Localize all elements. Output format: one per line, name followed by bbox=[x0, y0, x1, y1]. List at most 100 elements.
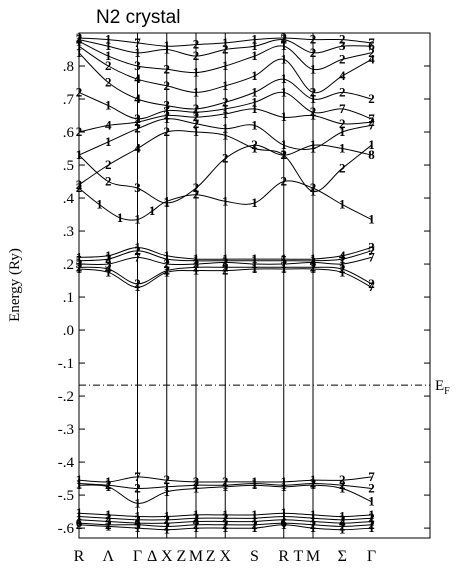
band-label: 1 bbox=[76, 147, 83, 162]
band-curve bbox=[78, 39, 372, 57]
band-label: 1 bbox=[251, 474, 258, 489]
y-axis-label: Energy (Ry) bbox=[7, 248, 23, 322]
band-label: 1 bbox=[193, 263, 200, 278]
band-label: 1 bbox=[310, 261, 317, 276]
band-label: 2 bbox=[193, 180, 200, 195]
band-label: 1 bbox=[149, 203, 156, 218]
band-label: 1 bbox=[164, 42, 171, 57]
band-label: 2 bbox=[164, 472, 171, 487]
band-label: 2 bbox=[76, 177, 83, 192]
band-label: 1 bbox=[368, 520, 375, 535]
band-label: 5 bbox=[281, 253, 288, 268]
band-label: 1 bbox=[193, 251, 200, 266]
band-label: 1 bbox=[251, 48, 258, 63]
band-curve bbox=[78, 266, 372, 285]
band-label: 1 bbox=[339, 256, 346, 271]
band-label: 1 bbox=[339, 141, 346, 156]
band-label: 4 bbox=[134, 91, 141, 106]
band-label: 4 bbox=[134, 515, 141, 530]
band-label: 1 bbox=[310, 520, 317, 535]
band-label: 1 bbox=[105, 38, 112, 53]
band-label: 2 bbox=[222, 517, 229, 532]
band-label: 2 bbox=[310, 259, 317, 274]
band-label: 1 bbox=[368, 211, 375, 226]
y-tick-label: -.6 bbox=[58, 521, 75, 537]
band-label: 1 bbox=[193, 104, 200, 119]
band-label: 2 bbox=[222, 42, 229, 57]
band-label: 1 bbox=[339, 522, 346, 537]
band-label: 7 bbox=[368, 117, 375, 132]
plot-frame bbox=[78, 32, 431, 539]
band-label: 1 bbox=[310, 507, 317, 522]
band-label: 1 bbox=[76, 477, 83, 492]
band-label: 1 bbox=[281, 256, 288, 271]
band-label: 1 bbox=[251, 38, 258, 53]
band-label: 1 bbox=[134, 495, 141, 510]
y-tick-label: .3 bbox=[63, 224, 74, 240]
kpoint-label: Z bbox=[206, 548, 216, 565]
band-label: 1 bbox=[193, 65, 200, 80]
band-label: 1 bbox=[281, 109, 288, 124]
y-tick-label: .7 bbox=[63, 92, 75, 108]
band-label: 1 bbox=[310, 513, 317, 528]
band-label: 1 bbox=[76, 476, 83, 491]
band-label: 7 bbox=[368, 243, 375, 258]
band-label: 1 bbox=[310, 477, 317, 492]
band-label: 1 bbox=[164, 111, 171, 126]
kpoint-label: T bbox=[293, 548, 303, 565]
band-label: 2 bbox=[281, 174, 288, 189]
band-label: 2 bbox=[193, 259, 200, 274]
band-label: 1 bbox=[134, 211, 141, 226]
band-label: 2 bbox=[105, 174, 112, 189]
kpoint-label: Z bbox=[176, 548, 186, 565]
band-label: 1 bbox=[251, 261, 258, 276]
band-label: 1 bbox=[164, 251, 171, 266]
band-label: 1 bbox=[339, 197, 346, 212]
band-label: 2 bbox=[193, 109, 200, 124]
band-label: 1 bbox=[222, 520, 229, 535]
band-label: 1 bbox=[96, 197, 103, 212]
band-curve bbox=[78, 524, 372, 531]
band-label: 1 bbox=[222, 58, 229, 73]
band-label: 1 bbox=[222, 479, 229, 494]
band-label: 7 bbox=[368, 249, 375, 264]
band-label: 1 bbox=[251, 94, 258, 109]
band-label: 1 bbox=[222, 513, 229, 528]
band-label: 2 bbox=[76, 32, 83, 47]
y-tick-label: -.3 bbox=[58, 422, 74, 438]
y-tick-label: .1 bbox=[63, 290, 74, 306]
band-label: 2 bbox=[193, 510, 200, 525]
band-curve bbox=[78, 118, 372, 156]
band-label: 1 bbox=[222, 507, 229, 522]
band-label: 1 bbox=[193, 124, 200, 139]
band-label: 1 bbox=[251, 256, 258, 271]
band-label: 2 bbox=[193, 116, 200, 131]
band-label: 2 bbox=[368, 510, 375, 525]
band-label: 1 bbox=[339, 124, 346, 139]
band-label: 2 bbox=[164, 256, 171, 271]
band-label: 1 bbox=[222, 106, 229, 121]
band-label: 2 bbox=[193, 474, 200, 489]
kpoint-label: M bbox=[306, 548, 320, 565]
band-label: 2 bbox=[339, 160, 346, 175]
fermi-level: EF bbox=[79, 378, 450, 397]
band-label: 2 bbox=[339, 51, 346, 66]
band-label: 2 bbox=[105, 517, 112, 532]
band-label: 7 bbox=[368, 35, 375, 50]
band-label: 5 bbox=[76, 253, 83, 268]
band-label: 2 bbox=[105, 251, 112, 266]
band-label: 2 bbox=[310, 32, 317, 47]
band-label: 2 bbox=[339, 477, 346, 492]
band-curve bbox=[78, 268, 372, 288]
band-label: 2 bbox=[310, 45, 317, 60]
band-label: 3 bbox=[105, 256, 112, 271]
band-label: 1 bbox=[164, 515, 171, 530]
band-label: 1 bbox=[164, 509, 171, 524]
band-label: 1 bbox=[193, 507, 200, 522]
y-tick-label: .8 bbox=[63, 59, 74, 75]
band-label: 6 bbox=[281, 515, 288, 530]
band-label: 2 bbox=[134, 114, 141, 129]
band-label: 1 bbox=[164, 103, 171, 118]
